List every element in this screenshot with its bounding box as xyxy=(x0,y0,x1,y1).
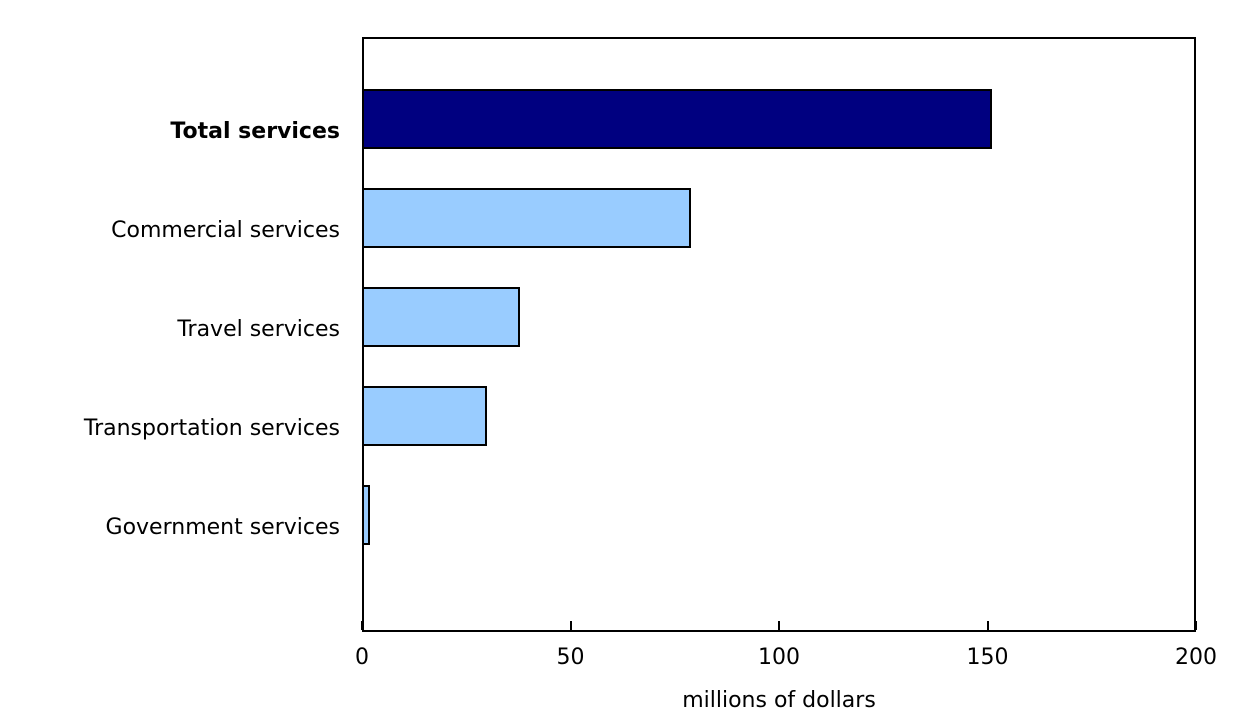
category-label: Commercial services xyxy=(111,217,340,243)
x-tick xyxy=(987,621,989,630)
bar xyxy=(362,89,992,149)
bar xyxy=(362,485,370,545)
bar xyxy=(362,287,520,347)
x-tick-label: 150 xyxy=(966,645,1009,670)
bar xyxy=(362,188,691,248)
category-label: Transportation services xyxy=(83,415,340,441)
x-tick xyxy=(361,621,363,630)
x-tick xyxy=(778,621,780,630)
x-tick-label: 50 xyxy=(556,645,585,670)
x-axis-label: millions of dollars xyxy=(682,688,876,713)
category-label: Total services xyxy=(170,118,340,144)
x-tick xyxy=(1195,621,1197,630)
x-tick xyxy=(570,621,572,630)
x-tick-label: 200 xyxy=(1175,645,1217,670)
x-tick-label: 0 xyxy=(355,645,369,670)
category-label: Travel services xyxy=(177,316,340,342)
category-label: Government services xyxy=(105,514,340,540)
x-tick-label: 100 xyxy=(758,645,800,670)
bar xyxy=(362,386,487,446)
